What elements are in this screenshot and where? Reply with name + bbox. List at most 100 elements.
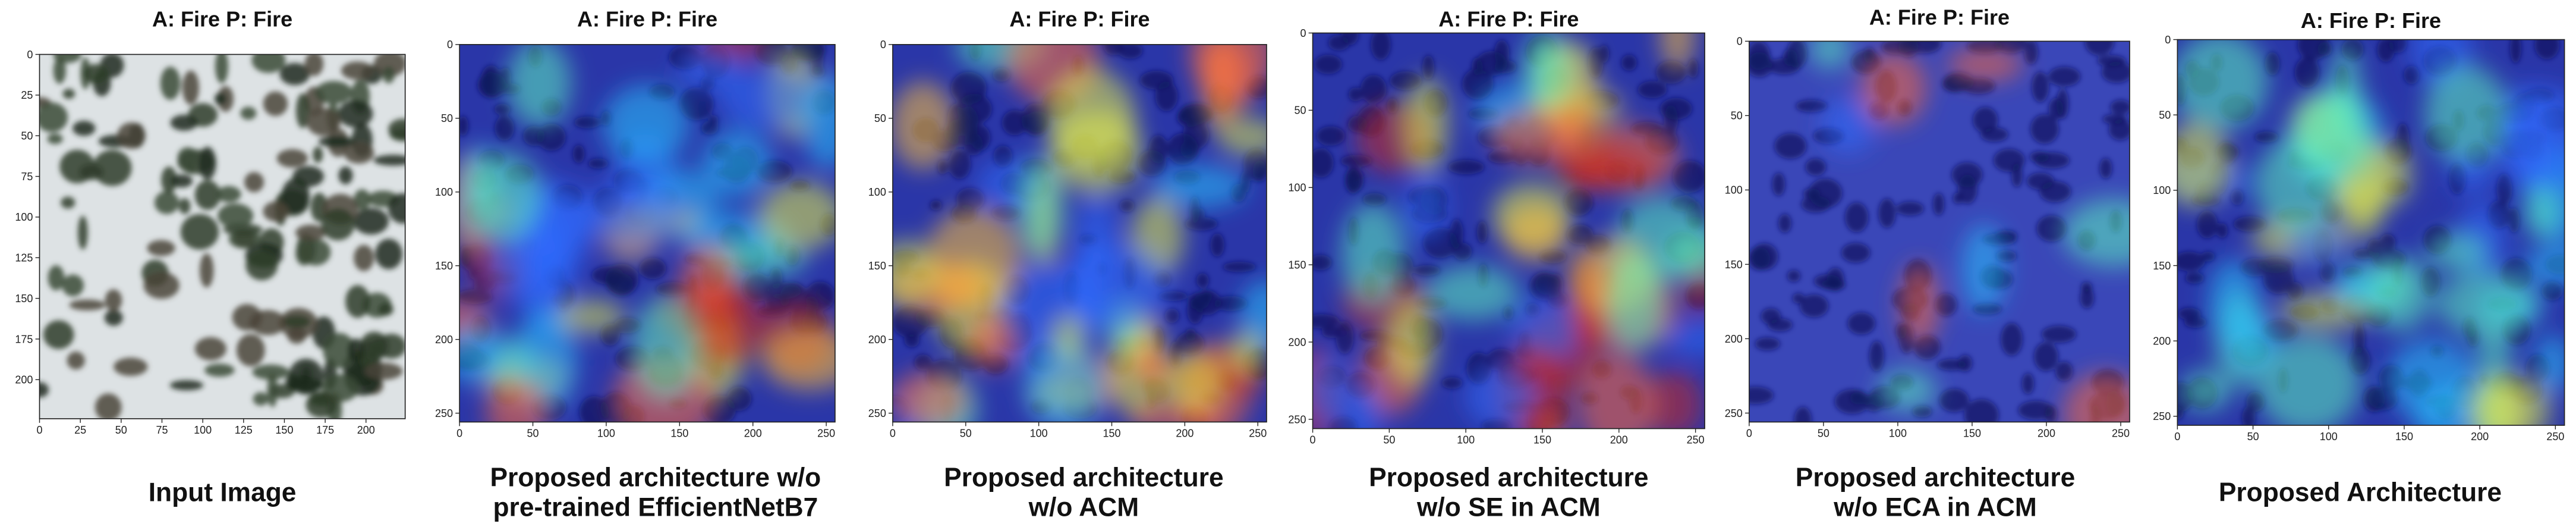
y-tick-label: 175 <box>15 333 33 345</box>
x-tick-label: 0 <box>36 424 42 436</box>
y-tick-label: 150 <box>435 260 453 272</box>
image-frame <box>39 54 406 419</box>
x-tick-label: 50 <box>2247 431 2259 443</box>
x-tick-label: 150 <box>1103 427 1120 439</box>
caption: Proposed architecture <box>944 463 1224 493</box>
x-tick-label: 100 <box>1030 427 1048 439</box>
y-tick-label: 250 <box>2153 410 2171 422</box>
y-tick-label: 50 <box>874 112 886 124</box>
y-tick-label: 150 <box>15 293 33 305</box>
x-tick-label: 100 <box>1889 427 1907 439</box>
x-tick-label: 125 <box>235 424 253 436</box>
x-tick-label: 150 <box>1533 434 1551 446</box>
x-tick-label: 150 <box>670 427 688 439</box>
y-tick-label: 200 <box>2153 335 2171 347</box>
y-tick-label: 150 <box>1725 259 1743 271</box>
x-tick-label: 200 <box>1610 434 1628 446</box>
y-tick-label: 50 <box>441 112 453 124</box>
x-tick-label: 0 <box>1310 434 1316 446</box>
caption: pre-trained EfficientNetB7 <box>493 493 818 522</box>
y-tick-label: 250 <box>1288 413 1306 425</box>
image-frame <box>1312 32 1705 429</box>
x-tick-label: 250 <box>1249 427 1267 439</box>
y-tick-label: 0 <box>1737 36 1743 48</box>
y-tick-label: 200 <box>435 334 453 346</box>
x-tick-label: 175 <box>316 424 334 436</box>
y-tick-label: 150 <box>2153 260 2171 272</box>
x-tick-label: 100 <box>597 427 615 439</box>
x-tick-label: 150 <box>1963 427 1981 439</box>
x-tick-label: 200 <box>357 424 375 436</box>
y-tick-label: 50 <box>21 130 33 142</box>
x-tick-label: 50 <box>115 424 127 436</box>
y-tick-label: 125 <box>15 252 33 264</box>
y-tick-label: 0 <box>2165 34 2171 46</box>
y-tick-label: 250 <box>868 407 886 419</box>
y-tick-label: 200 <box>1725 333 1743 345</box>
y-tick-label: 100 <box>1725 184 1743 196</box>
x-tick-label: 100 <box>2320 431 2338 443</box>
y-tick-label: 200 <box>15 374 33 386</box>
image-frame <box>892 44 1267 423</box>
y-tick-label: 50 <box>1731 110 1743 122</box>
x-tick-label: 200 <box>2038 427 2055 439</box>
y-tick-label: 0 <box>1300 27 1306 39</box>
image <box>1749 41 2130 422</box>
panel-title: A: Fire P: Fire <box>2301 8 2441 33</box>
caption: Proposed architecture w/o <box>490 463 821 493</box>
caption: w/o ECA in ACM <box>1833 493 2036 522</box>
y-tick-label: 250 <box>1725 407 1743 419</box>
image-frame <box>2177 39 2565 426</box>
panel: A: Fire P: Fire 0 25 50 75 100 125 150 175 200 0 25… <box>15 7 406 507</box>
y-tick-label: 100 <box>1288 182 1306 194</box>
y-tick-label: 50 <box>1294 105 1306 117</box>
x-tick-label: 250 <box>2546 431 2564 443</box>
x-tick-label: 75 <box>156 424 168 436</box>
x-tick-label: 0 <box>890 427 896 439</box>
image <box>892 44 1267 422</box>
image <box>1312 33 1705 429</box>
panel-title: A: Fire P: Fire <box>1438 7 1579 31</box>
panel-title: A: Fire P: Fire <box>152 7 292 31</box>
y-tick-label: 75 <box>21 171 33 183</box>
x-tick-label: 50 <box>960 427 972 439</box>
x-tick-label: 200 <box>2471 431 2489 443</box>
y-tick-label: 250 <box>435 407 453 419</box>
y-tick-label: 150 <box>868 260 886 272</box>
x-tick-label: 0 <box>1746 427 1752 439</box>
y-tick-label: 0 <box>27 49 33 61</box>
x-tick-label: 250 <box>817 427 835 439</box>
x-tick-label: 25 <box>74 424 86 436</box>
panel-title: A: Fire P: Fire <box>1009 7 1150 31</box>
image-frame <box>1749 40 2130 423</box>
x-tick-label: 50 <box>527 427 539 439</box>
panel-title: A: Fire P: Fire <box>1869 5 2010 30</box>
image-frame <box>459 44 836 423</box>
y-tick-label: 0 <box>447 39 453 51</box>
panel-title: A: Fire P: Fire <box>577 7 717 31</box>
y-tick-label: 100 <box>2153 184 2171 196</box>
caption: w/o ACM <box>1028 493 1139 522</box>
caption: Input Image <box>149 478 297 507</box>
caption: Proposed architecture <box>1796 463 2076 493</box>
x-tick-label: 50 <box>1818 427 1829 439</box>
x-tick-label: 50 <box>1383 434 1395 446</box>
caption: Proposed architecture <box>1369 463 1649 493</box>
x-tick-label: 250 <box>2112 427 2130 439</box>
y-tick-label: 150 <box>1288 259 1306 271</box>
x-tick-label: 100 <box>194 424 212 436</box>
y-tick-label: 50 <box>2159 109 2171 121</box>
y-tick-label: 200 <box>1288 336 1306 348</box>
y-tick-label: 0 <box>880 39 886 51</box>
x-tick-label: 250 <box>1687 434 1705 446</box>
y-tick-label: 100 <box>435 186 453 198</box>
image <box>2177 39 2565 425</box>
x-tick-label: 150 <box>2395 431 2413 443</box>
